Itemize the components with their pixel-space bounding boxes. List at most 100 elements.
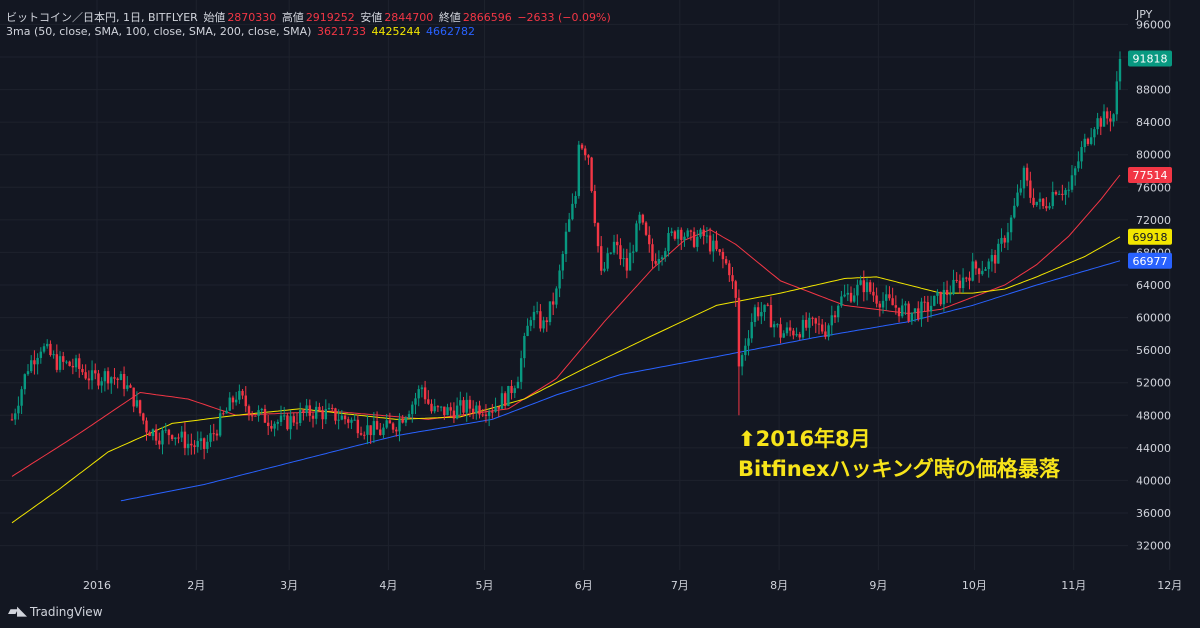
x-tick-label: 7月: [671, 579, 689, 592]
candle-body: [747, 338, 750, 346]
candle-body: [657, 258, 661, 264]
candle-body: [126, 385, 129, 389]
candle-body: [129, 385, 132, 388]
candle-body: [372, 421, 376, 436]
candle-body: [196, 441, 199, 447]
candle-body: [398, 418, 401, 432]
candle-body: [315, 406, 318, 419]
candle-body: [574, 195, 577, 204]
candle-body: [270, 426, 273, 429]
candlesticks: [10, 51, 1122, 460]
candle-body: [984, 269, 987, 271]
candle-body: [1016, 192, 1019, 206]
candle-body: [795, 334, 798, 336]
candle-body: [350, 419, 353, 423]
candle-body: [167, 429, 171, 436]
candle-body: [266, 422, 270, 427]
x-tick-label: 3月: [280, 579, 298, 592]
candle-body: [936, 291, 939, 296]
candle-body: [411, 404, 414, 415]
candle-body: [55, 354, 59, 370]
candle-body: [766, 304, 769, 306]
candle-body: [1035, 201, 1038, 206]
candle-body: [292, 416, 296, 423]
candle-body: [670, 231, 673, 234]
candle-body: [901, 305, 904, 317]
candle-body: [756, 307, 760, 317]
time-axis[interactable]: 2016 2月 3月 4月 5月 6月 7月 8月 9月 10月 11月 12月: [83, 579, 1182, 592]
candle-body: [78, 358, 81, 369]
candle-body: [737, 297, 741, 367]
candle-body: [244, 395, 247, 407]
symbol-title[interactable]: ビットコイン／日本円, 1日, BITFLYER: [6, 11, 198, 24]
chart-grid: [0, 0, 1171, 570]
candle-body: [132, 387, 135, 407]
candle-body: [1006, 232, 1010, 243]
candle-body: [740, 355, 744, 367]
y-tick-label: 48000: [1136, 409, 1171, 422]
tradingview-logo[interactable]: ▰◣ TradingView: [8, 604, 103, 619]
price-tag: [1128, 50, 1172, 67]
candle-body: [71, 365, 75, 368]
ma100-value: 4425244: [371, 25, 421, 38]
candle-body: [824, 331, 827, 337]
candle-body: [788, 327, 792, 331]
candle-body: [382, 427, 385, 435]
candle-body: [26, 371, 30, 375]
candle-body: [407, 414, 411, 418]
candle-body: [10, 419, 14, 421]
candle-body: [993, 255, 997, 264]
candle-body: [190, 443, 193, 446]
candle-body: [779, 324, 782, 338]
candle-body: [318, 406, 321, 411]
candle-body: [632, 251, 635, 253]
candle-body: [180, 431, 183, 438]
candle-body: [593, 191, 597, 224]
candle-body: [209, 433, 212, 442]
candle-body: [14, 413, 17, 420]
candle-body: [555, 288, 558, 305]
candle-body: [596, 223, 600, 247]
ma-indicator-label[interactable]: 3ma (50, close, SMA, 100, close, SMA, 20…: [6, 25, 312, 38]
candle-body: [247, 406, 251, 416]
candle-body: [942, 289, 946, 305]
candle-body: [529, 320, 532, 326]
candle-body: [638, 214, 641, 224]
candle-body: [1041, 198, 1045, 207]
candle-body: [814, 318, 817, 324]
x-tick-label: 5月: [475, 579, 493, 592]
candle-body: [923, 301, 926, 303]
candle-body: [430, 403, 433, 412]
candle-body: [1048, 206, 1051, 209]
candle-body: [519, 358, 523, 382]
candle-body: [42, 346, 46, 352]
candle-body: [222, 413, 225, 415]
candle-body: [699, 229, 702, 237]
candle-body: [273, 423, 276, 429]
candle-body: [439, 406, 443, 408]
candle-body: [1096, 118, 1099, 130]
ohlc-legend: ビットコイン／日本円, 1日, BITFLYER 始値 2870330 高値 291…: [6, 9, 613, 25]
candle-body: [686, 230, 689, 237]
candle-body: [154, 429, 158, 441]
candle-body: [1029, 180, 1032, 198]
x-tick-label: 12月: [1157, 579, 1182, 592]
candle-body: [257, 410, 260, 416]
annotation-date: 2016年8月: [755, 427, 871, 451]
candle-body: [1109, 118, 1112, 122]
low-label: 安値: [360, 11, 383, 24]
candle-body: [324, 409, 328, 420]
price-axis[interactable]: 32000 36000 40000 44000 48000 52000 56000 60000…: [1136, 18, 1171, 552]
candle-body: [532, 311, 536, 321]
candle-body: [744, 345, 747, 356]
low-value: 2844700: [384, 11, 434, 24]
candle-body: [769, 304, 773, 328]
candle-body: [1061, 193, 1064, 195]
candle-body: [587, 155, 590, 158]
candle-body: [580, 144, 584, 149]
candle-body: [667, 233, 670, 252]
tradingview-text: TradingView: [30, 604, 103, 619]
candle-body: [888, 294, 891, 299]
ma100-line: [11, 236, 1121, 524]
